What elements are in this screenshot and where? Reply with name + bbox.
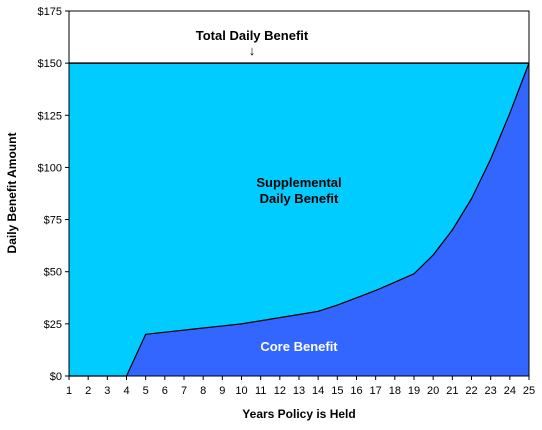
x-tick-label: 19 [408, 385, 420, 397]
y-tick-label: $25 [44, 319, 62, 331]
x-tick-label: 25 [523, 385, 535, 397]
x-tick-label: 15 [331, 385, 343, 397]
x-tick-label: 22 [465, 385, 477, 397]
supplemental-label-line1: Supplemental [256, 175, 341, 190]
y-axis-title: Daily Benefit Amount [5, 133, 19, 254]
x-tick-label: 14 [312, 385, 324, 397]
x-tick-label: 13 [293, 385, 305, 397]
y-tick-label: $150 [38, 58, 62, 70]
x-tick-label: 20 [427, 385, 439, 397]
core-benefit-label: Core Benefit [260, 339, 338, 354]
x-axis-ticks: 1 2 3 4 5 6 7 8 9 10 11 12 13 14 15 16 17 18 19 20 21 22 23 24 2… [66, 376, 535, 397]
y-tick-label: $100 [38, 162, 62, 174]
x-tick-label: 16 [350, 385, 362, 397]
x-tick-label: 24 [504, 385, 516, 397]
y-tick-label: $0 [50, 371, 62, 383]
x-tick-label: 5 [143, 385, 149, 397]
y-tick-label: $75 [44, 215, 62, 227]
total-daily-benefit-arrow: ↓ [249, 43, 256, 58]
x-tick-label: 12 [274, 385, 286, 397]
x-tick-label: 1 [66, 385, 72, 397]
x-tick-label: 21 [446, 385, 458, 397]
y-tick-label: $50 [44, 267, 62, 279]
x-tick-label: 9 [219, 385, 225, 397]
x-tick-label: 2 [85, 385, 91, 397]
y-tick-label: $175 [38, 6, 62, 18]
x-tick-label: 23 [485, 385, 497, 397]
x-tick-label: 4 [123, 385, 129, 397]
x-axis-title: Years Policy is Held [242, 407, 355, 421]
x-tick-label: 8 [200, 385, 206, 397]
y-tick-label: $125 [38, 110, 62, 122]
core-benefit-line [69, 62, 530, 377]
core-benefit-area [69, 63, 529, 377]
supplemental-label-line2: Daily Benefit [260, 191, 339, 206]
x-tick-label: 6 [162, 385, 168, 397]
y-axis-ticks: $0 $25 $50 $75 $100 $125 $150 $175 [38, 6, 69, 383]
x-tick-label: 10 [235, 385, 247, 397]
x-tick-label: 11 [255, 385, 266, 397]
x-tick-label: 18 [389, 385, 401, 397]
x-tick-label: 7 [181, 385, 187, 397]
x-tick-label: 3 [104, 385, 110, 397]
total-daily-benefit-label: Total Daily Benefit [196, 28, 309, 43]
x-tick-label: 17 [370, 385, 382, 397]
